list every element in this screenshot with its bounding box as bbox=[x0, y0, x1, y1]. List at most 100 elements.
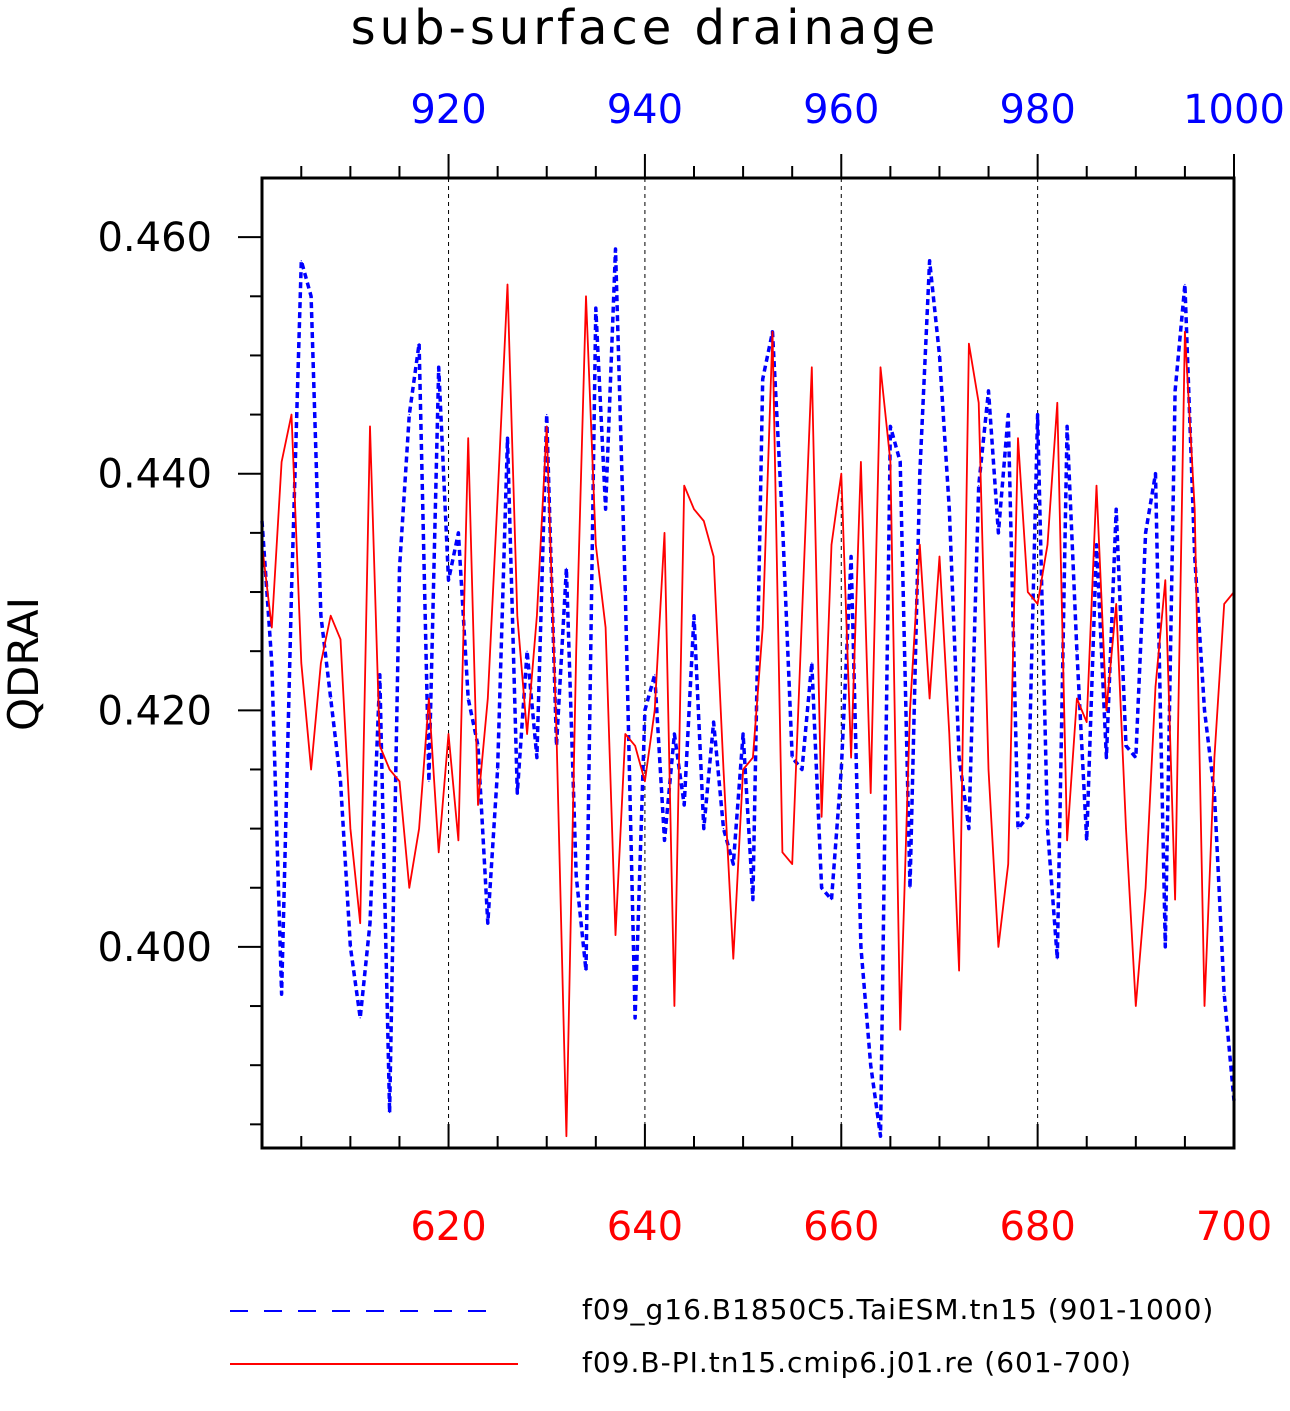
data-point-blue-984 bbox=[1076, 650, 1078, 652]
data-point-red-699 bbox=[1223, 603, 1225, 605]
y-label-0.440: 0.440 bbox=[97, 452, 212, 498]
data-point-red-640 bbox=[644, 780, 646, 782]
data-point-blue-932 bbox=[565, 567, 567, 569]
data-point-red-609 bbox=[339, 638, 342, 640]
data-point-blue-998 bbox=[1213, 792, 1215, 794]
data-point-blue-990 bbox=[1135, 757, 1137, 759]
data-point-red-685 bbox=[1086, 721, 1088, 723]
series-line-blue bbox=[260, 247, 1236, 1138]
tick-labels: 620 640 660 680 700 920 940 960 980 1000 0.400 0.42… bbox=[97, 87, 1284, 1250]
data-point-blue-945 bbox=[693, 615, 695, 617]
data-point-red-611 bbox=[359, 922, 361, 924]
data-point-blue-903 bbox=[281, 993, 283, 995]
data-point-blue-944 bbox=[683, 804, 685, 806]
data-point-red-642 bbox=[663, 532, 666, 534]
data-point-red-621 bbox=[457, 839, 459, 842]
data-point-red-637 bbox=[614, 934, 617, 936]
data-point-red-682 bbox=[1056, 402, 1058, 404]
data-point-red-626 bbox=[506, 283, 509, 286]
data-point-red-612 bbox=[369, 425, 371, 428]
data-point-blue-930 bbox=[546, 413, 548, 416]
data-point-red-676 bbox=[997, 946, 999, 948]
data-point-red-673 bbox=[968, 343, 970, 345]
data-point-red-664 bbox=[879, 366, 882, 368]
data-point-red-655 bbox=[791, 863, 793, 865]
data-point-red-688 bbox=[1115, 603, 1117, 605]
data-point-red-636 bbox=[605, 626, 607, 629]
data-point-red-659 bbox=[830, 544, 833, 546]
data-point-red-607 bbox=[320, 662, 322, 664]
data-point-red-667 bbox=[909, 709, 911, 711]
data-point-blue-913 bbox=[379, 674, 381, 676]
data-point-blue-989 bbox=[1125, 745, 1127, 747]
data-point-red-625 bbox=[497, 496, 499, 498]
data-point-red-658 bbox=[821, 816, 823, 818]
data-point-blue-957 bbox=[811, 662, 813, 664]
data-point-red-666 bbox=[899, 1029, 901, 1031]
data-point-red-681 bbox=[1046, 544, 1049, 546]
data-point-red-670 bbox=[938, 555, 941, 558]
data-point-blue-974 bbox=[978, 484, 980, 487]
data-point-red-683 bbox=[1066, 839, 1068, 842]
grid-lines bbox=[448, 178, 1039, 1148]
data-point-red-627 bbox=[516, 615, 518, 617]
data-point-red-686 bbox=[1095, 484, 1098, 487]
data-point-red-635 bbox=[595, 544, 597, 546]
data-point-red-691 bbox=[1145, 887, 1147, 889]
data-point-red-608 bbox=[330, 615, 332, 617]
chart-title: sub-surface drainage bbox=[350, 0, 940, 56]
data-point-blue-964 bbox=[879, 1135, 882, 1137]
data-point-blue-967 bbox=[909, 887, 911, 889]
data-point-red-623 bbox=[477, 804, 479, 806]
data-point-blue-911 bbox=[359, 1017, 361, 1019]
y-label-0.400: 0.400 bbox=[97, 925, 212, 971]
data-point-blue-959 bbox=[830, 898, 833, 901]
data-point-red-650 bbox=[742, 768, 744, 771]
data-point-red-605 bbox=[300, 662, 302, 664]
data-point-red-697 bbox=[1203, 1005, 1206, 1007]
data-point-blue-914 bbox=[389, 1111, 391, 1114]
data-point-blue-968 bbox=[919, 473, 921, 475]
data-point-red-616 bbox=[408, 887, 410, 889]
data-point-red-678 bbox=[1017, 437, 1019, 439]
data-point-blue-949 bbox=[732, 863, 734, 865]
data-point-red-689 bbox=[1125, 828, 1127, 830]
data-point-red-630 bbox=[546, 425, 548, 428]
data-point-red-693 bbox=[1164, 579, 1166, 581]
y-label-0.420: 0.420 bbox=[97, 688, 212, 734]
data-point-blue-955 bbox=[791, 757, 793, 759]
data-point-blue-920 bbox=[447, 579, 450, 581]
data-point-blue-969 bbox=[929, 260, 931, 262]
data-point-blue-976 bbox=[997, 532, 999, 534]
data-point-blue-917 bbox=[418, 343, 420, 345]
data-point-red-628 bbox=[526, 733, 528, 735]
data-point-red-671 bbox=[948, 733, 950, 735]
data-point-red-610 bbox=[349, 828, 351, 830]
data-point-blue-935 bbox=[595, 307, 597, 309]
data-point-blue-928 bbox=[526, 650, 528, 652]
data-point-red-647 bbox=[713, 555, 715, 558]
data-point-red-602 bbox=[271, 626, 273, 629]
data-point-blue-978 bbox=[1017, 828, 1019, 830]
x-top-label-1000: 1000 bbox=[1183, 87, 1285, 133]
data-point-blue-977 bbox=[1007, 413, 1009, 416]
data-point-blue-939 bbox=[634, 1017, 636, 1019]
data-point-red-679 bbox=[1027, 591, 1029, 593]
data-point-blue-912 bbox=[369, 922, 371, 924]
x-top-label-960: 960 bbox=[803, 87, 879, 133]
data-point-blue-906 bbox=[310, 295, 312, 297]
data-point-red-663 bbox=[870, 792, 872, 794]
data-point-red-643 bbox=[673, 1005, 675, 1007]
data-point-red-656 bbox=[801, 615, 803, 617]
data-point-red-660 bbox=[840, 473, 842, 475]
data-point-blue-979 bbox=[1027, 816, 1029, 818]
data-point-blue-908 bbox=[330, 697, 332, 700]
x-bottom-label-660: 660 bbox=[803, 1204, 879, 1250]
data-point-blue-907 bbox=[320, 615, 322, 617]
data-point-blue-962 bbox=[860, 946, 862, 948]
data-point-red-677 bbox=[1007, 863, 1009, 865]
data-point-blue-929 bbox=[536, 757, 538, 759]
data-point-blue-960 bbox=[840, 768, 842, 771]
data-point-red-624 bbox=[487, 697, 489, 700]
data-point-red-641 bbox=[654, 709, 656, 711]
